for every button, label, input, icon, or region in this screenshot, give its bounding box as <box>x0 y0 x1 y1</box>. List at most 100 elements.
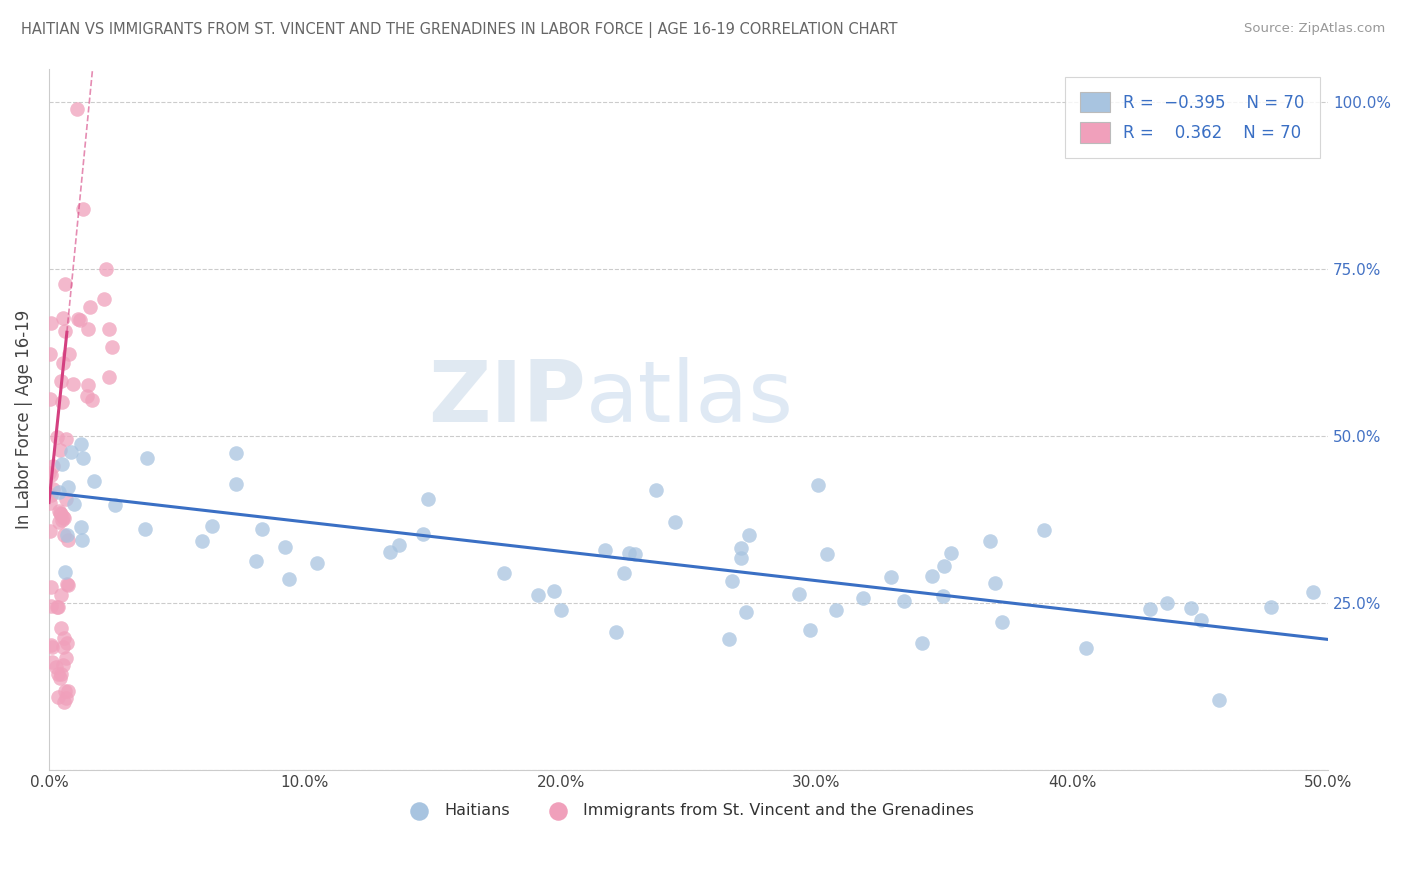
Point <box>939 546 962 560</box>
Point <box>53 695 76 709</box>
Point <box>932 589 955 603</box>
Point <box>1302 585 1324 599</box>
Point <box>39 316 62 330</box>
Point <box>225 477 247 491</box>
Point <box>252 522 274 536</box>
Point <box>984 575 1007 590</box>
Point <box>730 541 752 556</box>
Point <box>52 658 75 673</box>
Point <box>664 515 686 529</box>
Point <box>911 636 934 650</box>
Point <box>72 451 94 466</box>
Text: Source: ZipAtlas.com: Source: ZipAtlas.com <box>1244 22 1385 36</box>
Point <box>49 588 72 602</box>
Point <box>98 322 121 336</box>
Point <box>49 506 72 520</box>
Point <box>46 666 69 681</box>
Point <box>49 671 72 685</box>
Point <box>39 638 62 652</box>
Point <box>307 556 329 570</box>
Point <box>46 690 69 705</box>
Point <box>46 599 69 614</box>
Point <box>52 640 75 655</box>
Point <box>62 377 84 392</box>
Point <box>76 389 98 403</box>
Point <box>49 443 72 458</box>
Point <box>42 459 65 474</box>
Point <box>58 480 80 494</box>
Point <box>492 566 515 580</box>
Point <box>730 551 752 566</box>
Point <box>56 684 79 698</box>
Point <box>543 584 565 599</box>
Point <box>49 374 72 388</box>
Point <box>70 437 93 451</box>
Point <box>56 578 79 592</box>
Point <box>39 580 62 594</box>
Point <box>66 311 89 326</box>
Point <box>53 510 76 524</box>
Point <box>879 570 901 584</box>
Point <box>55 650 77 665</box>
Point <box>378 545 401 559</box>
Point <box>274 540 297 554</box>
Point <box>412 527 434 541</box>
Point <box>45 659 67 673</box>
Point <box>39 347 62 361</box>
Point <box>1260 599 1282 614</box>
Point <box>53 631 76 645</box>
Point <box>48 503 70 517</box>
Point <box>718 632 741 646</box>
Point <box>104 498 127 512</box>
Point <box>42 482 65 496</box>
Point <box>51 310 73 325</box>
Point <box>991 615 1014 630</box>
Text: ZIP: ZIP <box>429 357 586 440</box>
Point <box>48 485 70 500</box>
Point <box>807 478 830 492</box>
Point <box>52 528 75 542</box>
Point <box>53 566 76 580</box>
Point <box>1180 601 1202 615</box>
Point <box>934 558 956 573</box>
Point <box>852 591 875 606</box>
Point <box>51 513 73 527</box>
Point <box>550 603 572 617</box>
Point <box>1156 597 1178 611</box>
Point <box>38 466 60 480</box>
Point <box>893 593 915 607</box>
Point <box>134 522 156 536</box>
Point <box>101 340 124 354</box>
Point <box>799 623 821 637</box>
Text: HAITIAN VS IMMIGRANTS FROM ST. VINCENT AND THE GRENADINES IN LABOR FORCE | AGE 1: HAITIAN VS IMMIGRANTS FROM ST. VINCENT A… <box>21 22 897 38</box>
Point <box>737 528 759 542</box>
Point <box>76 322 98 336</box>
Point <box>225 446 247 460</box>
Point <box>56 635 79 649</box>
Point <box>720 574 742 588</box>
Point <box>56 528 79 542</box>
Point <box>46 599 69 614</box>
Point <box>70 533 93 548</box>
Point <box>921 568 943 582</box>
Point <box>595 542 617 557</box>
Point <box>1033 523 1056 537</box>
Point <box>55 690 77 705</box>
Point <box>527 588 550 602</box>
Point <box>79 301 101 315</box>
Point <box>77 378 100 392</box>
Point <box>38 495 60 509</box>
Point <box>388 538 411 552</box>
Point <box>201 519 224 533</box>
Point <box>41 488 63 502</box>
Point <box>734 606 756 620</box>
Point <box>41 467 63 482</box>
Point <box>69 313 91 327</box>
Point <box>80 393 103 408</box>
Point <box>45 429 67 443</box>
Point <box>1189 613 1212 627</box>
Point <box>191 533 214 548</box>
Point <box>39 599 62 613</box>
Point <box>418 491 440 506</box>
Point <box>38 524 60 539</box>
